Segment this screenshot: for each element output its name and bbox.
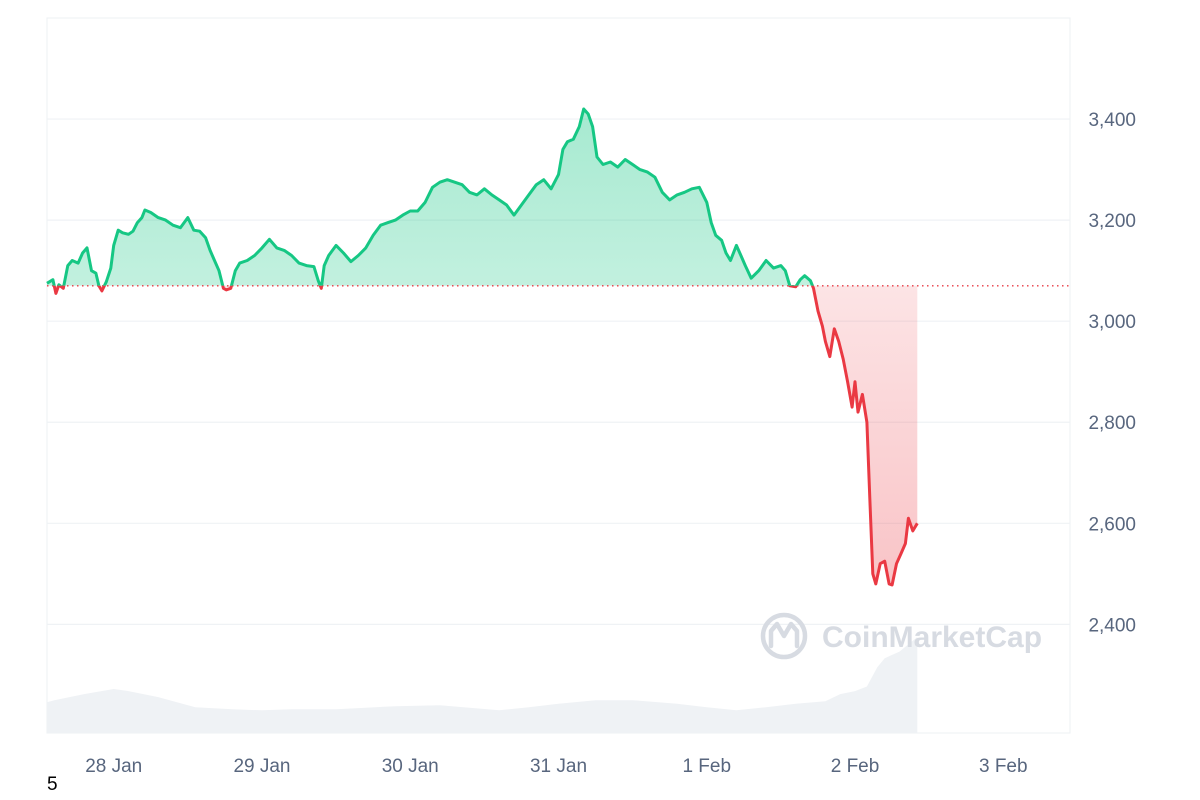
series-line-up — [46, 107, 815, 286]
area-above-baseline — [47, 109, 918, 286]
watermark: CoinMarketCap — [760, 612, 1042, 660]
watermark-text: CoinMarketCap — [822, 621, 1042, 654]
y-tick-label: 2,400 — [1088, 615, 1136, 636]
x-tick-label: 3 Feb — [979, 756, 1028, 777]
x-tick-label: 29 Jan — [233, 756, 290, 777]
area-below-baseline — [54, 285, 918, 585]
series-line-down — [52, 285, 919, 587]
x-tick-label: 28 Jan — [85, 756, 142, 777]
volume-area — [47, 637, 918, 733]
x-tick-label: 1 Feb — [682, 756, 731, 777]
x-tick-label: 2 Feb — [831, 756, 880, 777]
x-tick-label: 30 Jan — [382, 756, 439, 777]
price-area — [47, 109, 918, 585]
x-axis: 28 Jan 29 Jan 30 Jan 31 Jan 1 Feb 2 Feb 3 Feb — [85, 756, 1027, 777]
y-tick-label: 2,600 — [1088, 514, 1136, 535]
price-line — [46, 107, 919, 587]
y-tick-label: 3,400 — [1088, 110, 1136, 131]
volume-bars — [47, 637, 918, 733]
y-tick-label: 2,800 — [1088, 413, 1136, 434]
y-axis: 2,400 2,600 2,800 3,000 3,200 3,400 — [1088, 110, 1136, 636]
x-tick-label: 31 Jan — [530, 756, 587, 777]
corner-label: 5 — [47, 774, 58, 795]
y-tick-label: 3,200 — [1088, 211, 1136, 232]
y-tick-label: 3,000 — [1088, 312, 1136, 333]
coinmarketcap-logo-icon — [760, 612, 808, 660]
